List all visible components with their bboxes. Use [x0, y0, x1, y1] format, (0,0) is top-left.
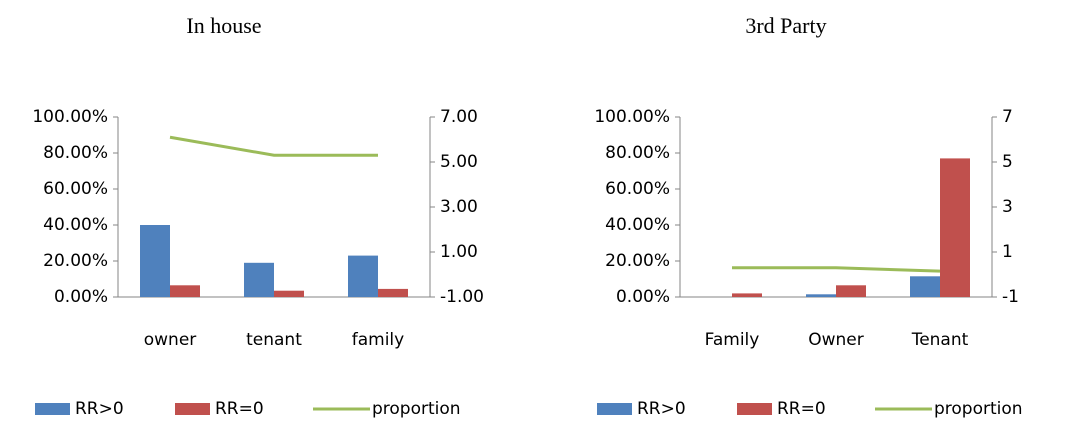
y2-tick-label: -1.00: [440, 287, 484, 307]
bar: [170, 285, 200, 297]
chart-title: 3rd Party: [745, 13, 826, 38]
y-tick-label: 100.00%: [594, 107, 670, 127]
y-tick-label: 100.00%: [32, 107, 108, 127]
y2-tick-label: 5.00: [440, 152, 478, 172]
line-series: [732, 266, 941, 273]
legend-swatch: [597, 403, 632, 415]
bar: [732, 293, 762, 297]
legend-label: proportion: [372, 399, 461, 419]
y-tick-label: 60.00%: [43, 179, 108, 199]
bar: [244, 262, 274, 297]
y-tick-label: 80.00%: [605, 143, 670, 163]
x-tick-label: tenant: [246, 330, 302, 350]
legend-swatch: [35, 403, 70, 415]
legend-label: RR>0: [75, 399, 124, 419]
legend-label: RR>0: [637, 399, 686, 419]
line-series: [169, 135, 378, 157]
x-tick-label: Owner: [808, 330, 864, 350]
y-tick-label: 60.00%: [605, 179, 670, 199]
y2-tick-label: 3.00: [440, 197, 478, 217]
x-tick-label: Family: [705, 330, 760, 350]
y2-tick-label: 1.00: [440, 242, 478, 262]
bar: [940, 158, 970, 297]
legend-swatch: [175, 403, 210, 415]
bar: [910, 276, 940, 297]
bar: [836, 285, 866, 297]
y2-tick-label: 5: [1002, 152, 1013, 172]
chart-title: In house: [186, 13, 261, 38]
legend-label: proportion: [934, 399, 1023, 419]
y-tick-label: 20.00%: [605, 251, 670, 271]
y-tick-label: 0.00%: [616, 287, 670, 307]
y-tick-label: 80.00%: [43, 143, 108, 163]
legend-label: RR=0: [215, 399, 264, 419]
bar: [140, 225, 170, 297]
y2-tick-label: 7.00: [440, 107, 478, 127]
legend-swatch: [737, 403, 772, 415]
y2-tick-label: -1: [1002, 287, 1019, 307]
x-tick-label: Tenant: [911, 330, 969, 350]
x-tick-label: owner: [144, 330, 197, 350]
bar: [378, 288, 408, 297]
x-tick-label: family: [352, 330, 404, 350]
bar: [348, 255, 378, 297]
y-tick-label: 20.00%: [43, 251, 108, 271]
y2-tick-label: 1: [1002, 242, 1013, 262]
bar: [274, 290, 304, 297]
y-tick-label: 0.00%: [54, 287, 108, 307]
y-tick-label: 40.00%: [43, 215, 108, 235]
y2-tick-label: 7: [1002, 107, 1013, 127]
legend-label: RR=0: [777, 399, 826, 419]
y-tick-label: 40.00%: [605, 215, 670, 235]
bar: [806, 294, 836, 297]
y2-tick-label: 3: [1002, 197, 1013, 217]
